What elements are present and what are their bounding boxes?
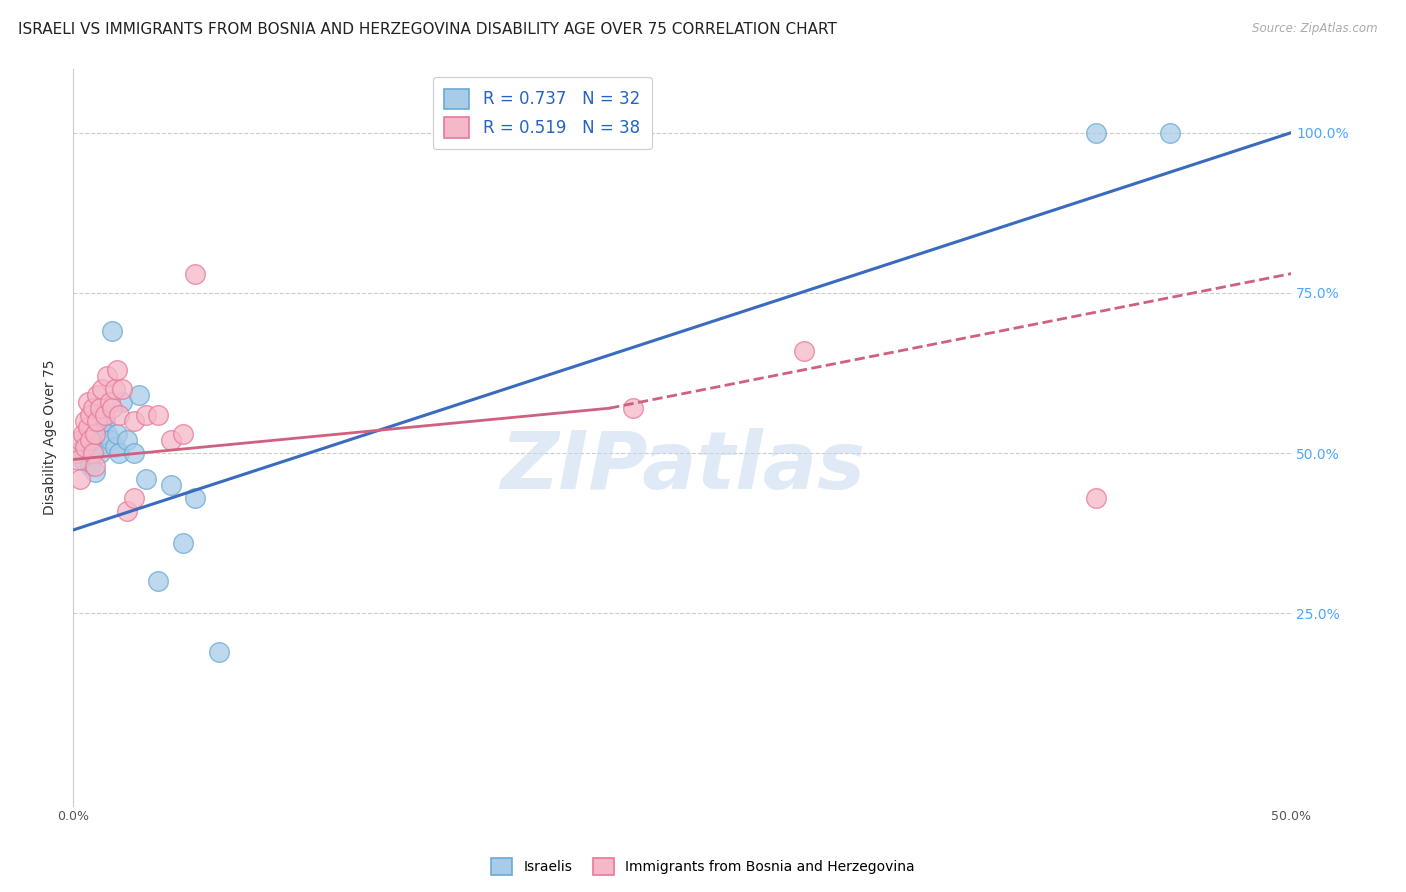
Text: ISRAELI VS IMMIGRANTS FROM BOSNIA AND HERZEGOVINA DISABILITY AGE OVER 75 CORRELA: ISRAELI VS IMMIGRANTS FROM BOSNIA AND HE… <box>18 22 837 37</box>
Point <box>793 343 815 358</box>
Point <box>105 363 128 377</box>
Point <box>148 408 170 422</box>
Point <box>122 446 145 460</box>
Point <box>184 267 207 281</box>
Point <box>184 491 207 505</box>
Point <box>148 574 170 589</box>
Point <box>76 426 98 441</box>
Point <box>75 434 97 448</box>
Point <box>89 401 111 416</box>
Point <box>159 478 181 492</box>
Point <box>82 434 104 448</box>
Point <box>79 458 101 473</box>
Point <box>66 452 89 467</box>
Point <box>108 446 131 460</box>
Point <box>111 394 134 409</box>
Point <box>111 382 134 396</box>
Point <box>94 414 117 428</box>
Point <box>103 440 125 454</box>
Point <box>172 426 194 441</box>
Point <box>86 414 108 428</box>
Point <box>101 401 124 416</box>
Point <box>82 401 104 416</box>
Point <box>1085 491 1108 505</box>
Point <box>76 394 98 409</box>
Point <box>82 446 104 460</box>
Point <box>103 382 125 396</box>
Legend: Israelis, Immigrants from Bosnia and Herzegovina: Israelis, Immigrants from Bosnia and Her… <box>486 853 920 880</box>
Point <box>101 324 124 338</box>
Point <box>105 426 128 441</box>
Point <box>91 382 114 396</box>
Point <box>72 452 94 467</box>
Point <box>75 440 97 454</box>
Text: Source: ZipAtlas.com: Source: ZipAtlas.com <box>1253 22 1378 36</box>
Point <box>76 440 98 454</box>
Point <box>69 434 91 448</box>
Point <box>72 426 94 441</box>
Point <box>1085 126 1108 140</box>
Point <box>98 434 121 448</box>
Legend: R = 0.737   N = 32, R = 0.519   N = 38: R = 0.737 N = 32, R = 0.519 N = 38 <box>433 77 651 149</box>
Point <box>75 414 97 428</box>
Point <box>135 472 157 486</box>
Point <box>96 426 118 441</box>
Point <box>115 434 138 448</box>
Point <box>623 401 645 416</box>
Point <box>65 446 87 460</box>
Point <box>79 408 101 422</box>
Point <box>79 446 101 460</box>
Point <box>98 394 121 409</box>
Point <box>128 388 150 402</box>
Point <box>89 446 111 460</box>
Point <box>208 645 231 659</box>
Y-axis label: Disability Age Over 75: Disability Age Over 75 <box>44 359 58 515</box>
Text: ZIPatlas: ZIPatlas <box>499 427 865 506</box>
Point <box>84 458 107 473</box>
Point <box>1159 126 1181 140</box>
Point <box>122 414 145 428</box>
Point <box>69 446 91 460</box>
Point <box>86 388 108 402</box>
Point <box>84 426 107 441</box>
Point <box>76 420 98 434</box>
Point <box>91 420 114 434</box>
Point <box>115 504 138 518</box>
Point <box>79 434 101 448</box>
Point <box>84 466 107 480</box>
Point <box>86 440 108 454</box>
Point <box>159 434 181 448</box>
Point <box>122 491 145 505</box>
Point <box>172 536 194 550</box>
Point <box>108 408 131 422</box>
Point <box>69 472 91 486</box>
Point <box>94 408 117 422</box>
Point <box>96 369 118 384</box>
Point <box>135 408 157 422</box>
Point <box>84 426 107 441</box>
